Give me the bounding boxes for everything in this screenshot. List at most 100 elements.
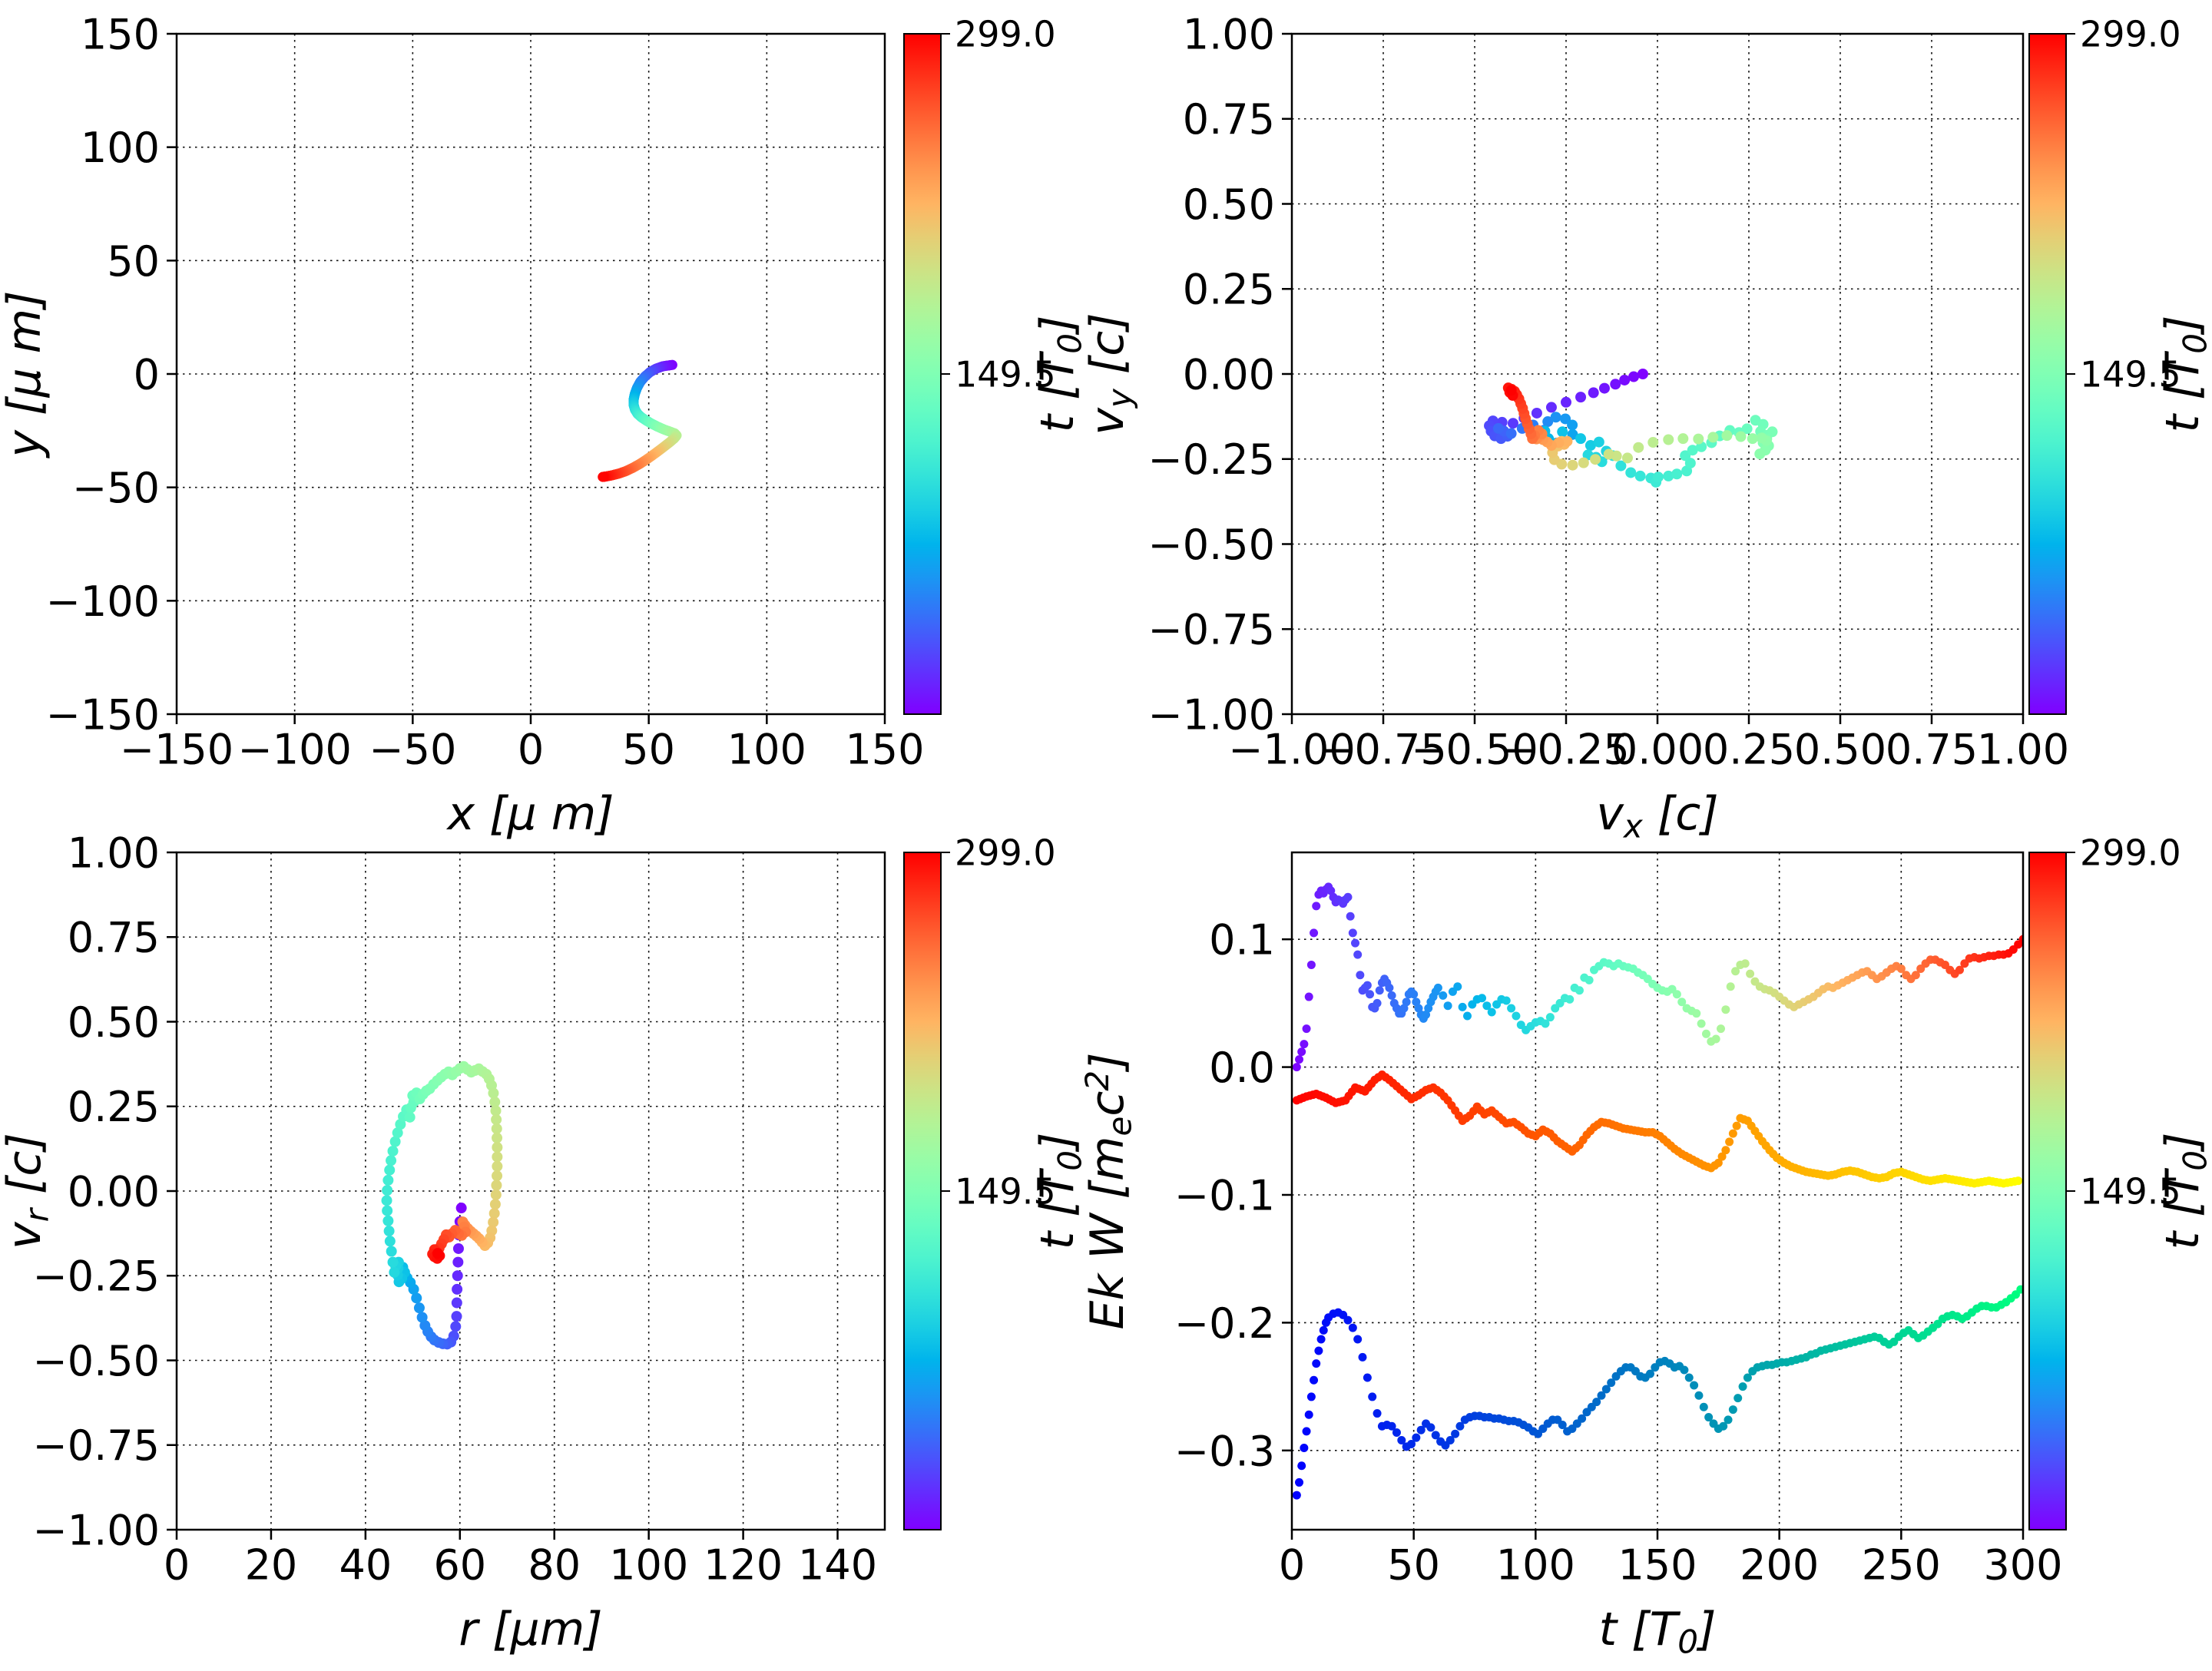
y-tick-label: −0.25	[33, 1252, 160, 1301]
colorbar-gradient	[903, 33, 942, 715]
y-tick-label: 0.25	[68, 1083, 160, 1131]
x-tick-label: 120	[704, 1540, 783, 1589]
colorbar-gradient	[903, 852, 942, 1530]
y-tick-label: −0.50	[33, 1337, 160, 1385]
axis-ticks: −1.00−0.75−0.50−0.250.000.250.500.751.00…	[1148, 10, 2070, 773]
grid	[176, 33, 886, 715]
colorbar: 299.0 149.5t [T0]	[903, 14, 1089, 715]
panel-vx-vy: −1.00−0.75−0.50−0.250.000.250.500.751.00…	[1081, 10, 2069, 845]
y-tick-label: 0.75	[1183, 95, 1275, 144]
x-tick-label: 0.50	[1794, 725, 1886, 773]
x-axis-label: vx [c]	[1596, 787, 1718, 845]
y-tick-label: 100	[81, 124, 160, 172]
y-tick-label: 0.1	[1209, 916, 1275, 965]
x-tick-label: 140	[798, 1540, 877, 1589]
x-tick-label: 300	[1983, 1540, 2062, 1589]
y-axis-label: vy [c]	[1081, 313, 1139, 435]
grid	[1291, 33, 2024, 715]
x-tick-label: −1.00	[1228, 725, 1355, 773]
panel-data-xy-trajectory	[598, 359, 682, 482]
colorbar-label: t [T0]	[2156, 316, 2212, 433]
y-tick-label: −50	[72, 464, 160, 512]
y-tick-label: 0.0	[1209, 1044, 1275, 1092]
y-tick-label: 150	[81, 10, 160, 58]
x-tick-label: 1.00	[1977, 725, 2069, 773]
x-tick-label: 100	[1496, 1540, 1575, 1589]
colorbar-tick-label: 299.0	[2080, 14, 2181, 55]
x-tick-label: 0.00	[1611, 725, 1704, 773]
x-tick-label: 80	[528, 1540, 581, 1589]
panel-ek-w: 0 50 100 150 200 250 300 0.1 0.0 −0.1 −0.2 −0.3 t [T…	[1078, 851, 2063, 1661]
x-tick-label: −0.75	[1320, 725, 1446, 773]
x-tick-label: 0.75	[1886, 725, 1978, 773]
y-tick-label: 0.00	[1183, 350, 1275, 399]
colorbar-tick-label: 299.0	[955, 832, 1056, 874]
x-tick-label: 0.25	[1703, 725, 1795, 773]
x-tick-label: 100	[727, 725, 806, 773]
colorbar-tick-label: 149.5	[2080, 1171, 2181, 1213]
colorbar-label: t [T0]	[1031, 1133, 1089, 1250]
colorbar-gradient	[2028, 852, 2067, 1530]
y-tick-label: 1.00	[68, 829, 160, 877]
colorbar-tick-label: 299.0	[2080, 832, 2181, 874]
x-tick-label: −100	[238, 725, 352, 773]
y-axis-label: Ek W [mec2]	[1078, 1053, 1138, 1330]
panel-data-ek-w	[1292, 882, 2023, 1500]
panel-r-vr: 0 20 40 60 80 100 120 140 1.00 0.75 0.50 0.25 0.00 −0…	[0, 829, 886, 1656]
y-tick-label: 1.00	[1183, 10, 1275, 58]
grid	[1291, 852, 2024, 1530]
x-tick-label: −0.25	[1502, 725, 1629, 773]
x-tick-label: 0	[518, 725, 544, 773]
x-tick-label: 150	[845, 725, 924, 773]
x-tick-label: 200	[1740, 1540, 1819, 1589]
y-tick-label: −0.25	[1148, 435, 1275, 484]
x-tick-label: 100	[609, 1540, 688, 1589]
x-tick-label: −50	[369, 725, 456, 773]
y-axis-label: vr [c]	[0, 1133, 56, 1249]
y-tick-label: 0.00	[68, 1167, 160, 1216]
axis-ticks: 0 50 100 150 200 250 300 0.1 0.0 −0.1 −0.2 −0.3	[1174, 916, 2063, 1590]
x-tick-label: 150	[1618, 1540, 1697, 1589]
x-tick-label: 20	[245, 1540, 298, 1589]
colorbar-tick-label: 149.5	[955, 1171, 1056, 1213]
x-axis-label: r [μm]	[459, 1603, 602, 1656]
y-tick-label: −0.1	[1174, 1171, 1275, 1219]
colorbar: 299.0 149.5t [T0]	[903, 832, 1089, 1530]
y-tick-label: −0.2	[1174, 1299, 1275, 1348]
x-tick-label: 250	[1862, 1540, 1941, 1589]
y-tick-label: −0.75	[33, 1421, 160, 1470]
y-tick-label: −1.00	[1148, 690, 1275, 739]
colorbar-tick-label: 149.5	[2080, 354, 2181, 395]
x-tick-label: −150	[120, 725, 233, 773]
x-tick-label: 60	[433, 1540, 486, 1589]
y-tick-label: −0.3	[1174, 1427, 1275, 1475]
panel-data-r-vr	[381, 1061, 503, 1350]
y-axis-label: y [μ m]	[0, 290, 51, 458]
y-tick-label: 0	[134, 350, 160, 399]
x-tick-label: 40	[339, 1540, 392, 1589]
y-tick-label: 0.25	[1183, 266, 1275, 314]
y-tick-label: −0.50	[1148, 521, 1275, 569]
y-tick-label: 0.50	[1183, 180, 1275, 229]
y-tick-label: 0.75	[68, 914, 160, 962]
y-tick-label: −150	[46, 690, 160, 739]
panel-data-vx-vy	[1484, 369, 1778, 488]
grid	[176, 852, 885, 1530]
panel-xy-trajectory: −150 −100 −50 0 50 100 150150100500−50−100−150…	[0, 10, 925, 841]
x-tick-label: −0.50	[1411, 725, 1538, 773]
colorbar-gradient	[2028, 33, 2067, 715]
colorbar-tick-label: 299.0	[955, 14, 1056, 55]
colorbar-label: t [T0]	[2156, 1133, 2212, 1250]
y-tick-label: 0.50	[68, 998, 160, 1047]
axis-ticks: 0 20 40 60 80 100 120 140 1.00 0.75 0.50 0.25 0.00 −0…	[33, 829, 878, 1589]
x-tick-label: 50	[1387, 1540, 1440, 1589]
y-tick-label: 50	[107, 237, 160, 286]
x-tick-label: 0	[164, 1540, 190, 1589]
y-tick-label: −1.00	[33, 1506, 160, 1554]
colorbar-tick-label: 149.5	[955, 354, 1056, 395]
colorbar: 299.0 149.5t [T0]	[2028, 832, 2212, 1530]
x-axis-label: x [μ m]	[445, 787, 614, 841]
